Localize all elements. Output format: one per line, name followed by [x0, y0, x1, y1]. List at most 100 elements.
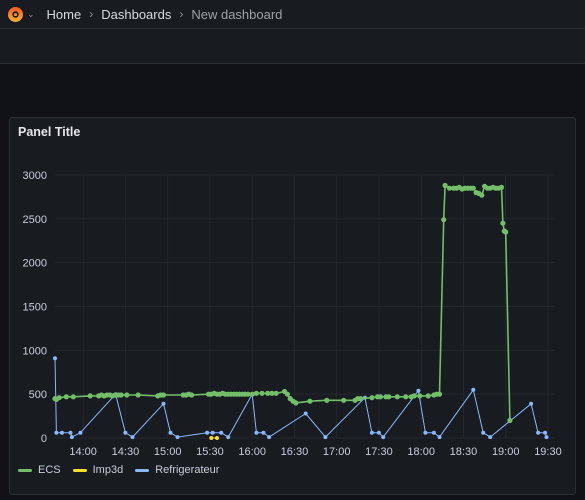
x-tick-label: 14:30 [112, 446, 140, 458]
x-tick-label: 19:00 [492, 446, 520, 458]
data-point-ecs [63, 394, 69, 400]
data-point-ecs [135, 392, 141, 398]
breadcrumb-home[interactable]: Home [46, 6, 82, 22]
data-point-ecs [124, 392, 130, 398]
data-point-refrigerateur [161, 401, 166, 406]
data-point-refrigerateur [175, 435, 180, 440]
data-point-refrigerateur [68, 430, 73, 435]
data-point-refrigerateur [471, 387, 476, 392]
data-point-refrigerateur [205, 430, 210, 435]
legend-swatch [135, 468, 150, 472]
data-point-refrigerateur [78, 430, 83, 435]
data-point-refrigerateur [536, 430, 541, 435]
data-point-ecs [479, 192, 485, 198]
data-point-ecs [253, 390, 259, 396]
data-point-refrigerateur [481, 430, 486, 435]
data-point-refrigerateur [54, 430, 59, 435]
x-tick-label: 14:00 [69, 446, 97, 458]
legend-label: Imp3d [92, 464, 124, 476]
data-point-ecs [245, 391, 251, 397]
x-tick-label: 15:30 [196, 446, 224, 458]
chevron-right-icon: › [179, 7, 184, 21]
data-point-ecs [118, 392, 124, 398]
x-tick-label: 17:00 [323, 446, 351, 458]
data-point-ecs [259, 390, 265, 396]
x-tick-label: 17:30 [365, 446, 393, 458]
data-point-refrigerateur [168, 430, 173, 435]
data-point-ecs [249, 391, 255, 397]
data-point-ecs [503, 229, 509, 235]
y-tick-label: 0 [41, 433, 47, 445]
x-tick-label: 16:00 [238, 446, 266, 458]
legend-swatch [72, 468, 87, 472]
legend-item-refrigerateur[interactable]: Refrigerateur [135, 464, 219, 476]
data-point-ecs [265, 390, 271, 396]
data-point-ecs [160, 392, 167, 398]
y-tick-label: 500 [29, 389, 47, 401]
data-point-refrigerateur [529, 401, 534, 406]
data-point-ecs [273, 390, 279, 396]
data-point-refrigerateur [488, 435, 493, 440]
data-point-refrigerateur [431, 430, 436, 435]
y-tick-label: 1500 [23, 302, 47, 314]
data-point-ecs [500, 220, 506, 226]
chart-panel[interactable]: Panel Title 0 500 1000 1500 2000 2500 3000 14:0… [9, 117, 576, 495]
dashboard-toolbar [0, 29, 585, 64]
data-point-refrigerateur [130, 435, 135, 440]
data-point-ecs [441, 217, 447, 223]
data-point-ecs [369, 395, 375, 401]
data-point-ecs [507, 417, 513, 424]
series-line-refrigerateur [54, 358, 547, 438]
legend-swatch [18, 468, 32, 472]
data-point-refrigerateur [303, 411, 308, 416]
data-point-ecs [307, 398, 313, 404]
data-point-refrigerateur [423, 430, 428, 435]
data-point-ecs [442, 182, 448, 189]
data-point-ecs [358, 396, 364, 402]
panel-title[interactable]: Panel Title [18, 125, 81, 139]
data-point-ecs [470, 185, 476, 191]
data-point-ecs [411, 393, 417, 399]
top-navigation-bar: ⌄ Home › Dashboards › New dashboard [0, 0, 585, 29]
data-point-refrigerateur [210, 430, 215, 435]
data-point-refrigerateur [60, 430, 64, 435]
data-point-ecs [425, 393, 431, 399]
data-point-refrigerateur [437, 435, 442, 440]
data-point-refrigerateur [381, 435, 386, 440]
data-point-refrigerateur [544, 435, 549, 440]
menu-chevron-down-icon[interactable]: ⌄ [27, 8, 35, 19]
grafana-logo-icon[interactable] [7, 6, 24, 23]
data-point-ecs [284, 391, 290, 397]
data-point-refrigerateur [226, 435, 231, 440]
data-point-ecs [394, 394, 400, 400]
data-point-ecs [293, 400, 299, 406]
y-tick-label: 1000 [23, 345, 47, 357]
data-point-refrigerateur [376, 430, 381, 435]
x-tick-label: 19:30 [534, 446, 562, 458]
breadcrumb: Home › Dashboards › New dashboard [47, 7, 283, 22]
x-tick-label: 15:00 [154, 446, 182, 458]
breadcrumb-current: New dashboard [191, 6, 283, 22]
data-point-refrigerateur [416, 388, 421, 393]
breadcrumb-dashboards[interactable]: Dashboards [101, 6, 172, 22]
data-point-ecs [386, 394, 392, 400]
x-tick-label: 18:00 [407, 446, 435, 458]
data-point-ecs [498, 184, 505, 190]
legend-item-imp3d[interactable]: Imp3d [72, 464, 124, 476]
data-point-refrigerateur [219, 430, 224, 435]
chart-legend: ECS Imp3d Refrigerateur [18, 464, 231, 476]
time-series-chart[interactable]: 0 500 1000 1500 2000 2500 3000 14:00 14:30 15:00 1… [10, 118, 577, 496]
legend-item-ecs[interactable]: ECS [18, 464, 61, 476]
data-point-ecs [436, 391, 443, 397]
y-tick-label: 3000 [23, 170, 47, 182]
data-point-ecs [70, 394, 76, 400]
data-point-refrigerateur [267, 435, 272, 440]
data-point-ecs [377, 394, 383, 400]
data-point-ecs [403, 394, 409, 400]
data-point-refrigerateur [369, 430, 374, 435]
legend-label: Refrigerateur [155, 464, 220, 476]
data-point-refrigerateur [69, 435, 74, 440]
data-point-ecs [341, 397, 347, 403]
data-point-ecs [87, 393, 93, 399]
data-point-ecs [189, 392, 195, 398]
